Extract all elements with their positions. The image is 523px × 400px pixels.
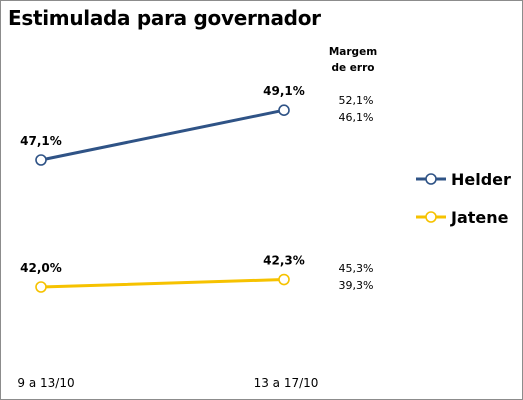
chart-title: Estimulada para governador <box>8 6 321 30</box>
margin-lower-helder: 46,1% <box>339 111 374 124</box>
x-tick-label-2: 13 a 17/10 <box>254 376 319 390</box>
data-point-jatene-1 <box>35 281 47 293</box>
margin-upper-jatene: 45,3% <box>339 262 374 275</box>
data-point-helder-2 <box>278 104 290 116</box>
legend-label-jatene: Jatene <box>450 208 509 227</box>
data-point-jatene-2 <box>278 273 290 286</box>
data-point-helder-1 <box>35 154 47 166</box>
series-line-helder <box>39 108 286 162</box>
x-tick-label-1: 9 a 13/10 <box>17 376 74 390</box>
data-label-jatene-1: 42,0% <box>20 261 62 275</box>
series-line-jatene <box>39 278 286 289</box>
legend-marker-jatene <box>425 211 437 223</box>
legend-marker-helder <box>425 173 437 185</box>
data-label-jatene-2: 42,3% <box>263 254 305 268</box>
margin-lower-jatene: 39,3% <box>339 279 374 292</box>
data-label-helder-2: 49,1% <box>263 84 305 98</box>
data-label-helder-1: 47,1% <box>20 134 62 148</box>
margin-upper-helder: 52,1% <box>339 94 374 107</box>
legend-label-helder: Helder <box>451 170 511 189</box>
margin-header-line-2: de erro <box>332 62 375 74</box>
margin-header-line-1: Margem <box>329 46 377 58</box>
